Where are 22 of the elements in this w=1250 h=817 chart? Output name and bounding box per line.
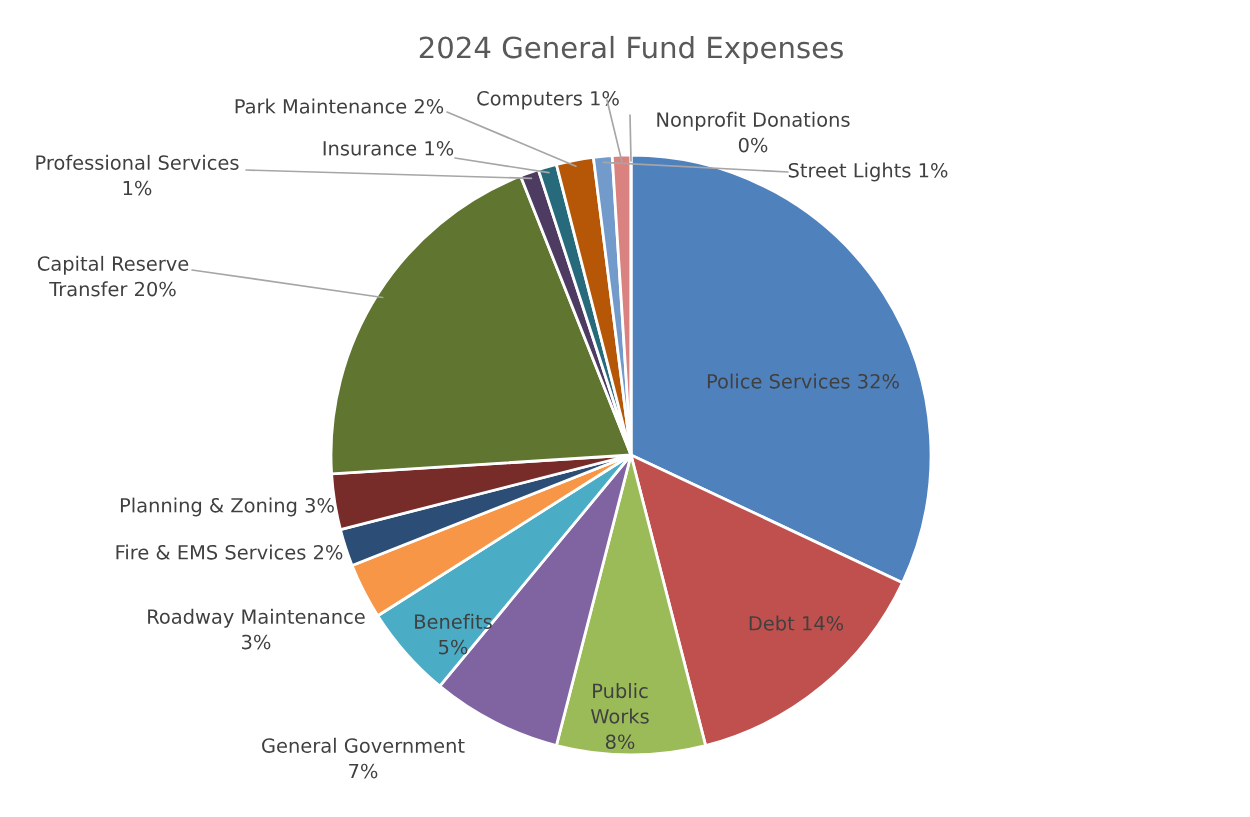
slice-label: Street Lights 1% bbox=[788, 162, 948, 182]
data-label: 7% bbox=[349, 763, 378, 779]
slice-label: Benefits bbox=[415, 613, 492, 629]
slice-label: Planning & Zoning 3% bbox=[120, 497, 334, 517]
slice-label: Computers 1% bbox=[477, 90, 619, 110]
chart-title: 2024 General Fund Expenses bbox=[419, 35, 843, 65]
slice-label: Professional Services bbox=[36, 154, 239, 170]
slice-label: Insurance 1% bbox=[323, 140, 454, 156]
slice-label: General Government bbox=[262, 737, 465, 753]
slice-label: Roadway Maintenance bbox=[148, 608, 365, 628]
data-label: 1% bbox=[123, 180, 152, 196]
data-label: 8% bbox=[605, 734, 635, 750]
slice-label: Fire & EMS Services 2% bbox=[116, 544, 343, 560]
category-label: Nonprofit Donations bbox=[657, 111, 850, 131]
slice-label: Police Services 32% bbox=[707, 373, 899, 389]
slice-label: Park Maintenance 2% bbox=[235, 98, 444, 114]
text: 0% bbox=[738, 137, 768, 153]
slice-label: Public Works bbox=[590, 683, 649, 724]
slice-label: Capital Reserve Transfer 20% bbox=[37, 255, 189, 297]
data-label: 5% bbox=[439, 639, 468, 655]
data-label: 3% bbox=[242, 634, 271, 650]
slice-label: Debt 14% bbox=[749, 615, 844, 631]
